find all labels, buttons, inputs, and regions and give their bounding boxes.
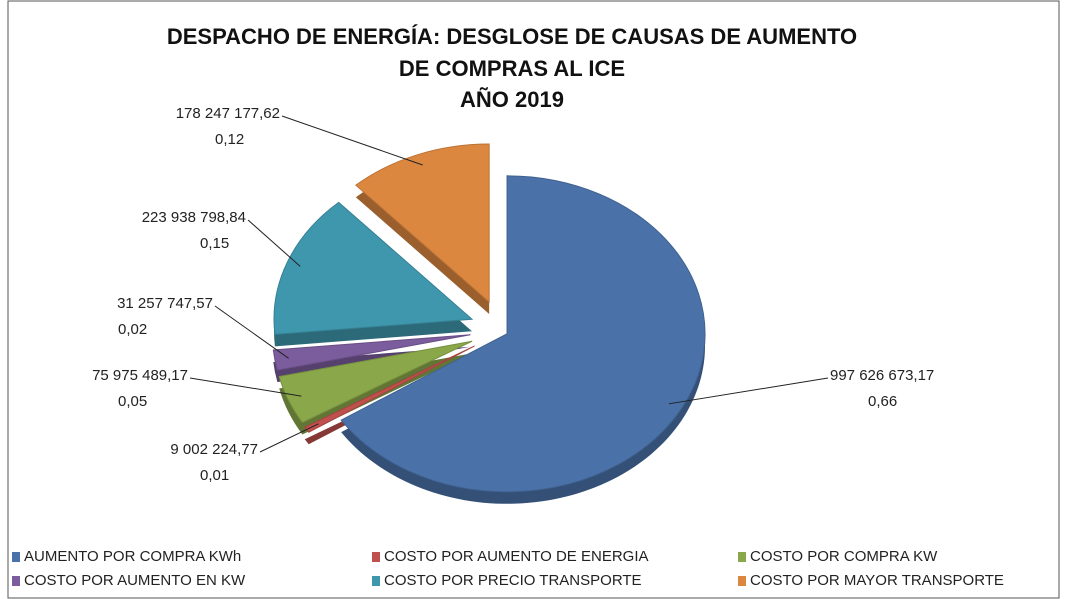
legend-swatch (738, 552, 746, 562)
legend-swatch (372, 576, 380, 586)
share-label: 0,05 (118, 393, 147, 410)
legend-swatch (12, 552, 20, 562)
chart-subtitle: AÑO 2019 (460, 87, 564, 112)
legend-label: COSTO POR MAYOR TRANSPORTE (750, 572, 1004, 589)
frame (7, 0, 1060, 599)
leader-line (259, 423, 319, 453)
legend-label: COSTO POR PRECIO TRANSPORTE (384, 572, 642, 589)
slice (272, 334, 471, 371)
value-label: 223 938 798,84 (142, 209, 246, 226)
value-label: 997 626 673,17 (830, 367, 934, 384)
slice (340, 175, 706, 493)
leader-line (247, 219, 301, 267)
leader-line (668, 377, 829, 405)
value-label: 31 257 747,57 (117, 295, 213, 312)
slice (355, 143, 490, 304)
legend-swatch (738, 576, 746, 586)
legend-label: COSTO POR COMPRA KW (750, 548, 938, 565)
share-label: 0,15 (200, 235, 229, 252)
slice (278, 340, 473, 424)
value-label: 75 975 489,17 (92, 367, 188, 384)
share-label: 0,02 (118, 321, 147, 338)
legend-label: COSTO POR AUMENTO DE ENERGIA (384, 548, 649, 565)
value-label: 9 002 224,77 (170, 441, 258, 458)
leader-line (189, 377, 302, 397)
legend-swatch (372, 552, 380, 562)
legend-label: COSTO POR AUMENTO EN KW (24, 572, 246, 589)
leader-line (281, 115, 423, 166)
share-label: 0,66 (868, 393, 897, 410)
legend-label: AUMENTO POR COMPRA KWh (24, 548, 241, 565)
share-label: 0,12 (215, 131, 244, 148)
chart-title: DE COMPRAS AL ICE (399, 56, 625, 81)
chart-title: DESPACHO DE ENERGÍA: DESGLOSE DE CAUSAS … (167, 24, 857, 49)
legend-swatch (12, 576, 20, 586)
slice (273, 201, 474, 335)
share-label: 0,01 (200, 467, 229, 484)
leader-line (214, 305, 289, 359)
value-label: 178 247 177,62 (176, 105, 280, 122)
